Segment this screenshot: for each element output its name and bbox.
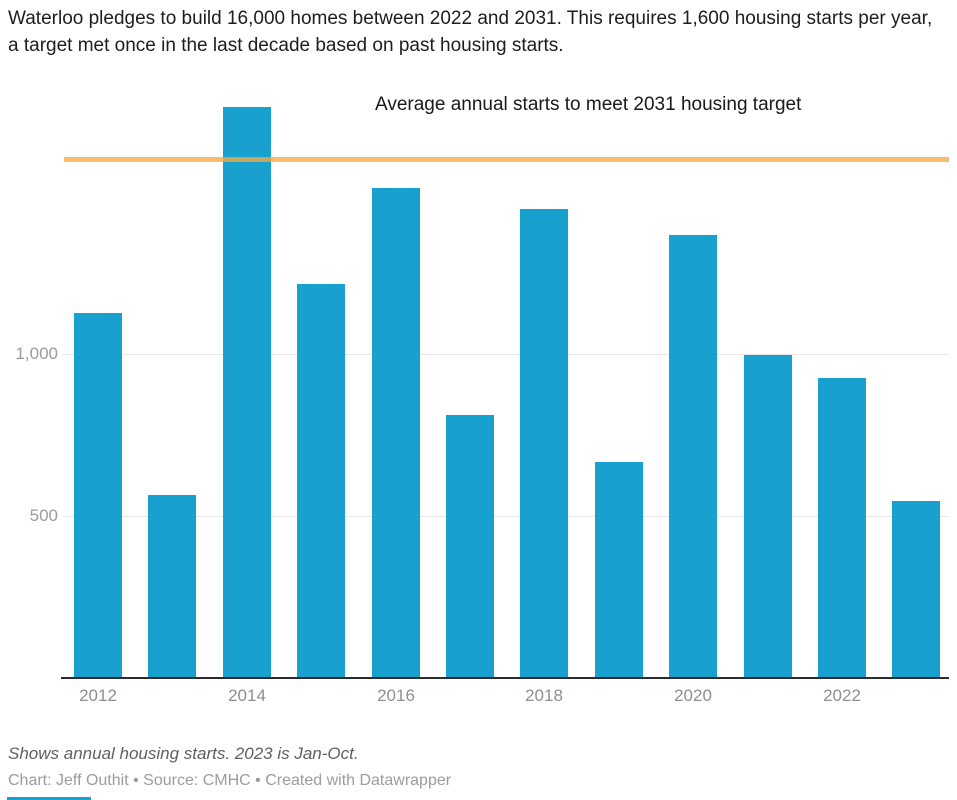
y-tick-label-500: 500	[29, 506, 58, 525]
bar-2016[interactable]	[371, 188, 420, 678]
footnote: Shows annual housing starts. 2023 is Jan…	[8, 744, 359, 763]
bar-2022[interactable]	[818, 378, 866, 678]
chart-title: Waterloo pledges to build 16,000 homes b…	[8, 8, 933, 56]
target-line	[64, 157, 949, 162]
bar-2020[interactable]	[669, 235, 718, 678]
bar-2019[interactable]	[594, 462, 643, 678]
bottom-accent-strip	[7, 797, 91, 800]
x-tick-label-2020: 2020	[674, 686, 712, 705]
y-tick-label-1000: 1,000	[15, 344, 58, 363]
bar-2017[interactable]	[446, 415, 494, 678]
x-tick-label-2014: 2014	[228, 686, 266, 705]
x-tick-label-2012: 2012	[79, 686, 117, 705]
credit-line: Chart: Jeff Outhit • Source: CMHC • Crea…	[8, 772, 452, 789]
bar-2013[interactable]	[148, 495, 197, 678]
gridline-500	[63, 516, 949, 517]
bar-2015[interactable]	[297, 284, 346, 678]
bar-2012[interactable]	[74, 313, 122, 678]
bar-2021[interactable]	[743, 355, 792, 678]
x-tick-label-2022: 2022	[823, 686, 861, 705]
target-line-label: Average annual starts to meet 2031 housi…	[375, 94, 802, 115]
x-tick-label-2016: 2016	[377, 686, 415, 705]
bar-2014[interactable]	[222, 107, 271, 678]
x-tick-label-2018: 2018	[525, 686, 563, 705]
bar-2018[interactable]	[520, 209, 569, 678]
x-axis-line	[61, 677, 949, 679]
bar-2023[interactable]	[892, 501, 941, 678]
gridline-1000	[63, 354, 949, 355]
